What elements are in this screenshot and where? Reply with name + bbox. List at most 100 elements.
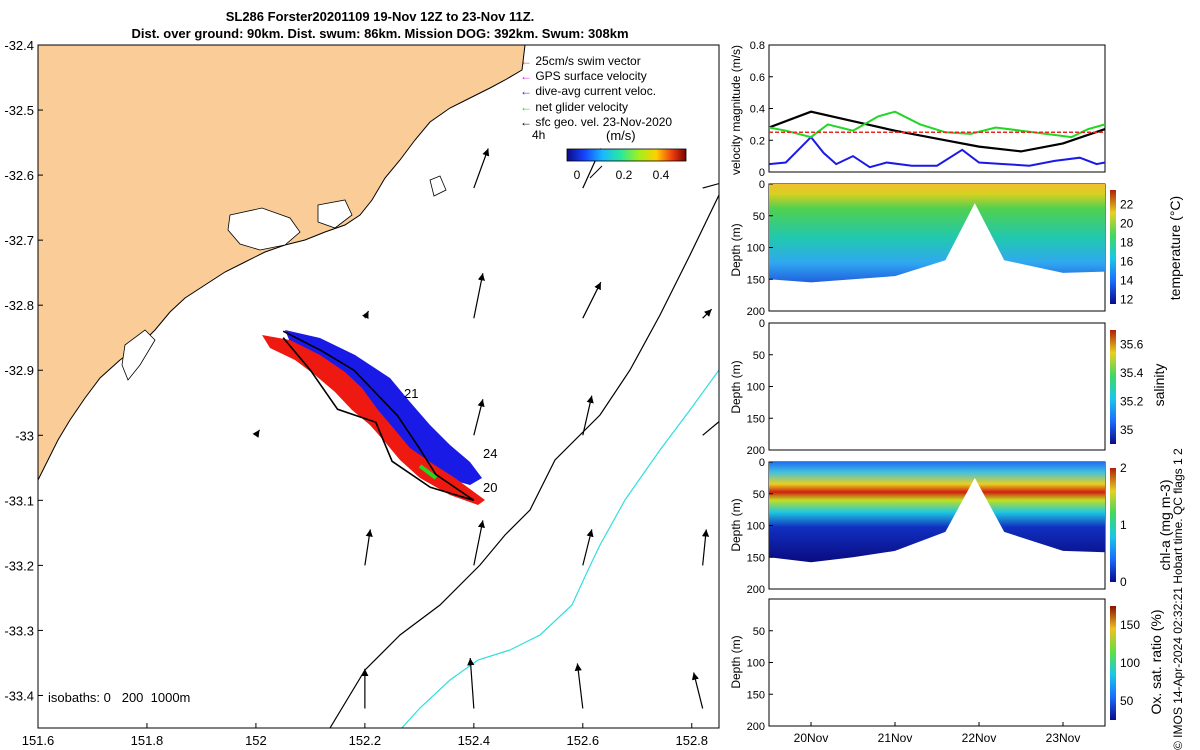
y-tick-label: -32.4 <box>4 38 34 53</box>
chl-ylabel: Depth (m) <box>729 498 743 551</box>
y-tick-label: -33.1 <box>4 493 34 508</box>
geo-arrow <box>582 529 594 566</box>
colorbar-tick: 35 <box>1120 423 1134 437</box>
temperature-panel: Depth (m) temperature (°C) <box>729 183 1183 312</box>
profile-panels: 0 0.2 0.4 0.6 0.8 velocity magnitude (m/s) D… <box>729 40 1185 750</box>
y-tick-label: -33.4 <box>4 688 34 703</box>
depth-tick: 100 <box>747 658 765 670</box>
track-label-20: 20 <box>483 480 498 495</box>
depth-tick: 150 <box>747 552 765 564</box>
footer-credit: © IMOS 14-Apr-2024 02:32:21 Hobart time.… <box>1171 448 1185 750</box>
y-tick-label: -33 <box>15 428 34 443</box>
legend-net: ← net glider velocity <box>520 99 629 114</box>
date-tick: 23Nov <box>1046 731 1081 745</box>
time-label: 4h <box>532 128 546 142</box>
geo-arrow <box>473 399 485 436</box>
x-tick-label: 151.6 <box>22 733 55 748</box>
legend-dive: ← dive-avg current veloc. <box>520 84 657 99</box>
velocity-ylabel: velocity magnitude (m/s) <box>729 45 743 175</box>
sal-ylabel: Depth (m) <box>729 360 743 413</box>
title-line-2: Dist. over ground: 90km. Dist. swum: 86k… <box>131 26 629 41</box>
colorbar-tick: 50 <box>1120 694 1134 708</box>
colorbar-tick: 150 <box>1120 618 1140 632</box>
depth-tick: 50 <box>753 626 765 638</box>
depth-tick: 150 <box>747 274 765 286</box>
net-velocity <box>418 464 438 480</box>
y-tick-label: -32.9 <box>4 363 34 378</box>
x-tick-label: 152 <box>245 733 267 748</box>
colorbar-tick: 100 <box>1120 656 1140 670</box>
y-tick-label: -33.2 <box>4 558 34 573</box>
title-line-1: SL286 Forster20201109 19-Nov 12Z to 23-N… <box>225 9 535 24</box>
temp-ylabel: Depth (m) <box>729 223 743 276</box>
velocity-series <box>768 110 1106 153</box>
legend-geo: ← sfc geo. vel. 23-Nov-2020 <box>520 114 673 129</box>
y-tick-label: -32.7 <box>4 233 34 248</box>
geo-arrow <box>574 663 584 709</box>
depth-tick: 50 <box>753 489 765 501</box>
x-tick-label: 152.8 <box>675 733 708 748</box>
colorbar-tick: 16 <box>1120 254 1134 268</box>
chl-colorbar <box>1110 468 1116 582</box>
lagoon <box>429 175 447 197</box>
oxygen-panel: Depth (m) Ox. sat. ratio (%) <box>729 598 1164 727</box>
cbar-tick: 0 <box>574 168 581 182</box>
geo-velocity-arrows <box>252 148 719 709</box>
vel-y-tick: 0.2 <box>750 135 765 147</box>
chart-title: SL286 Forster20201109 19-Nov 12Z to 23-N… <box>40 8 720 42</box>
vel-y-tick: 0.6 <box>750 72 765 84</box>
velocity-series <box>768 135 1106 169</box>
colorbar-tick: 0 <box>1120 575 1127 589</box>
depth-tick: 0 <box>759 179 765 191</box>
sal-colorbar <box>1110 330 1116 444</box>
geo-arrow <box>252 429 261 438</box>
depth-tick: 200 <box>747 445 765 457</box>
chl-cbar-label: chl-a (mg m-3) <box>1157 479 1173 570</box>
vel-y-tick: 0 <box>759 167 765 179</box>
y-tick-label: -32.5 <box>4 103 34 118</box>
land-mass <box>38 45 526 481</box>
chla-panel: Depth (m) chl-a (mg m-3) <box>729 461 1173 590</box>
lagoon <box>317 199 353 229</box>
depth-tick: 100 <box>747 521 765 533</box>
colorbar-tick: 12 <box>1120 292 1134 306</box>
colorbar-tick: 18 <box>1120 235 1134 249</box>
track-label-21: 21 <box>404 386 419 401</box>
salinity-panel: Depth (m) salinity <box>729 322 1167 451</box>
geo-arrow <box>702 308 713 319</box>
isobath-200m <box>329 194 719 728</box>
geo-arrow <box>473 520 485 566</box>
colorbar-tick: 35.4 <box>1120 366 1144 380</box>
map-axes-frame <box>37 44 720 729</box>
geo-arrow <box>362 310 370 320</box>
cbar-tick: 0.4 <box>653 168 670 182</box>
depth-tick: 200 <box>747 306 765 318</box>
lagoon <box>121 329 156 381</box>
depth-tick: 200 <box>747 721 765 733</box>
depth-tick: 150 <box>747 413 765 425</box>
legend-swim: ← 25cm/s swim vector <box>520 54 641 68</box>
date-tick: 21Nov <box>878 731 913 745</box>
swim-vectors <box>262 335 485 505</box>
geo-arrow <box>582 395 594 436</box>
date-tick: 22Nov <box>962 731 997 745</box>
geo-arrow <box>691 672 704 709</box>
temp-cbar-label: temperature (°C) <box>1167 196 1183 300</box>
geo-arrow <box>701 529 710 566</box>
chla-field <box>769 462 1105 563</box>
cbar-tick: 0.2 <box>616 168 633 182</box>
colorbar-tick: 20 <box>1120 216 1134 230</box>
depth-tick: 100 <box>747 243 765 255</box>
colorbar-tick: 35.2 <box>1120 394 1144 408</box>
y-tick-label: -33.3 <box>4 623 34 638</box>
depth-tick: 200 <box>747 584 765 596</box>
track-label-24: 24 <box>483 446 498 461</box>
isobaths-label: isobaths: 0 200 1000m <box>48 690 191 705</box>
geo-arrow <box>473 148 490 189</box>
vel-y-tick: 0.8 <box>750 40 765 52</box>
x-tick-label: 152.2 <box>349 733 382 748</box>
velocity-panel: 0 0.2 0.4 0.6 0.8 velocity magnitude (m/s) <box>729 40 1106 179</box>
depth-tick: 0 <box>759 457 765 469</box>
glider-track <box>282 330 475 502</box>
date-tick: 20Nov <box>794 731 829 745</box>
